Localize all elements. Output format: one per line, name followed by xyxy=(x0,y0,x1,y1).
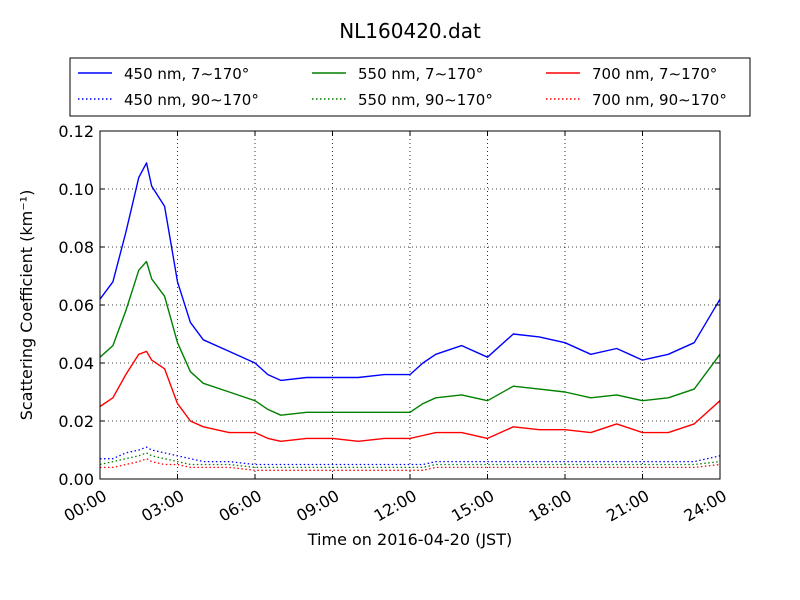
y-tick-label: 0.10 xyxy=(58,180,94,199)
legend-label: 450 nm, 90∼170° xyxy=(124,91,259,109)
series-line xyxy=(100,458,721,471)
y-tick-label: 0.02 xyxy=(58,412,94,431)
legend-label: 550 nm, 7∼170° xyxy=(358,65,483,83)
legend: 450 nm, 7∼170° 550 nm, 7∼170° 700 nm, 7∼17… xyxy=(69,57,751,117)
legend-label: 700 nm, 90∼170° xyxy=(592,91,727,109)
y-tick-label: 0.08 xyxy=(58,238,94,257)
x-axis-label: Time on 2016-04-20 (JST) xyxy=(307,530,512,549)
series-line xyxy=(99,350,721,442)
chart-title: NL160420.dat xyxy=(339,19,481,43)
y-tick-label: 0.04 xyxy=(58,354,94,373)
series-line xyxy=(100,446,721,466)
series-line xyxy=(99,452,721,469)
legend-label: 550 nm, 90∼170° xyxy=(358,91,493,109)
legend-label: 450 nm, 7∼170° xyxy=(124,65,249,83)
y-tick-labels: 0.00 0.02 0.04 0.06 0.08 0.10 0.12 xyxy=(58,122,94,489)
y-tick-label: 0.06 xyxy=(58,296,94,315)
series-line xyxy=(99,162,721,382)
series-lines xyxy=(99,162,721,471)
legend-label: 700 nm, 7∼170° xyxy=(592,65,717,83)
ticks xyxy=(99,130,721,480)
y-tick-label: 0.00 xyxy=(58,470,94,489)
y-tick-label: 0.12 xyxy=(58,122,94,141)
legend-box xyxy=(69,57,751,117)
series-line xyxy=(99,260,721,416)
gridlines xyxy=(100,131,720,479)
y-axis-label: Scattering Coefficient (km⁻¹) xyxy=(17,190,36,421)
